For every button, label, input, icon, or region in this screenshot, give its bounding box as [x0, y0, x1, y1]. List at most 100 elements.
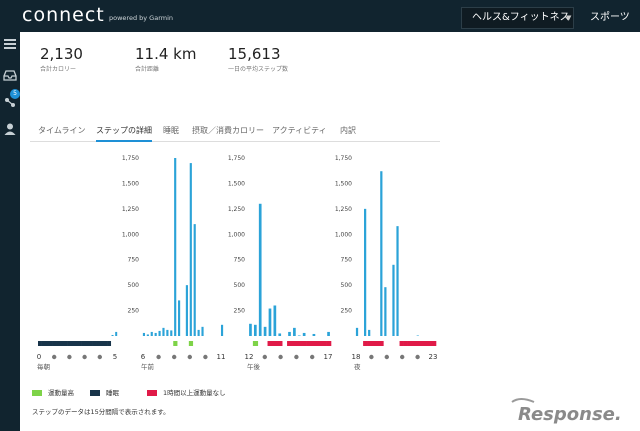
step-bar: [178, 300, 181, 336]
legend-label: 1時間以上運動量なし: [163, 389, 226, 397]
connect-logo[interactable]: connect: [22, 4, 105, 26]
legend-swatch-inactive: [147, 390, 157, 396]
status-segment-sleep: [48, 341, 53, 346]
x-tick-label: 5: [113, 353, 117, 361]
stat-label: 合計カロリー: [40, 66, 77, 73]
status-segment-inactive: [306, 341, 312, 346]
step-bar: [142, 332, 146, 336]
legend-swatch-sleep: [90, 390, 100, 396]
legend-item-active: 運動量高: [32, 387, 74, 397]
stat-label: 合計距離: [135, 66, 160, 73]
status-segment-sleep: [81, 341, 86, 346]
status-segment-inactive: [371, 341, 376, 346]
status-segment-inactive: [301, 341, 307, 346]
tab-activities[interactable]: アクティビティ: [272, 126, 327, 135]
status-segment-sleep: [67, 341, 72, 346]
status-segment-inactive: [375, 341, 380, 346]
y-tick-label: 1,750: [335, 155, 352, 162]
status-segment-inactive: [379, 341, 384, 346]
status-segment-inactive: [427, 341, 433, 346]
y-tick-label: 1,500: [335, 180, 352, 187]
status-segment-inactive: [431, 341, 437, 346]
step-bar: [302, 332, 306, 336]
stat-total-distance: 11.4 km 合計距離: [135, 45, 196, 73]
step-bar: [158, 330, 161, 336]
step-bar: [327, 331, 330, 336]
status-segment-inactive: [321, 341, 327, 346]
hour-dot: [172, 354, 177, 360]
status-segment-inactive: [403, 341, 408, 346]
stat-value: 2,130: [40, 45, 83, 63]
nav-sports-button[interactable]: スポーツ: [590, 12, 630, 23]
step-bar: [258, 203, 262, 336]
status-segment-inactive: [272, 341, 278, 346]
status-segment-inactive: [296, 341, 303, 346]
y-tick-label: 250: [234, 308, 246, 315]
user-icon[interactable]: [3, 122, 17, 136]
hour-dot: [97, 354, 103, 360]
x-tick-label: 17: [324, 353, 333, 361]
step-bar: [220, 324, 224, 336]
chevron-down-icon[interactable]: ▼: [566, 14, 572, 22]
top-navigation-bar: connect powered by Garmin ヘルス&フィットネス ▼ ス…: [0, 0, 640, 32]
tab-calories[interactable]: 摂取／消費カロリー: [192, 126, 264, 135]
nav-health-fitness-button[interactable]: ヘルス&フィットネス: [461, 7, 574, 29]
step-bar: [154, 332, 157, 336]
y-tick-label: 500: [234, 282, 246, 289]
logo-subtitle: powered by Garmin: [109, 14, 174, 22]
watermark-text: Response.: [518, 404, 622, 425]
y-tick-label: 250: [128, 308, 140, 315]
step-bar: [111, 334, 114, 336]
y-tick-label: 750: [234, 257, 246, 264]
period-label: 午後: [247, 362, 261, 371]
status-segment-inactive: [277, 341, 283, 346]
x-tick-label: 23: [429, 353, 438, 361]
step-bar: [368, 329, 371, 336]
legend-item-sleep: 睡眠: [90, 387, 119, 397]
step-bar: [396, 226, 399, 336]
tab-breakdown[interactable]: 内訳: [340, 126, 356, 135]
connections-icon[interactable]: [3, 95, 17, 109]
y-tick-label: 750: [128, 257, 140, 264]
y-tick-label: 1,000: [228, 231, 245, 238]
status-segment-sleep: [85, 341, 90, 346]
y-tick-label: 1,250: [335, 206, 352, 213]
step-bar: [380, 171, 383, 336]
hour-dot: [310, 354, 315, 360]
step-bar: [170, 330, 173, 336]
step-bar: [288, 331, 291, 336]
status-segment-sleep: [96, 341, 101, 346]
status-segment-inactive: [363, 341, 368, 346]
status-segment-inactive: [311, 341, 317, 346]
step-bar: [253, 324, 257, 336]
status-segment-sleep: [92, 341, 97, 346]
tab-step-details[interactable]: ステップの詳細: [96, 124, 152, 142]
status-segment-sleep: [45, 341, 50, 346]
step-details-chart: 0 5 毎朝 250 500 750 1,000 1,250 1,500 1,750 6 11 午前 25…: [30, 150, 450, 380]
step-bar: [249, 323, 252, 336]
x-tick-label: 0: [37, 353, 41, 361]
status-segment-sleep: [38, 341, 42, 346]
period-label: 毎朝: [37, 362, 50, 371]
tab-sleep[interactable]: 睡眠: [163, 126, 179, 135]
response-watermark: Response.: [511, 398, 622, 425]
step-bar: [268, 308, 272, 336]
tab-timeline[interactable]: タイムライン: [38, 126, 86, 135]
menu-icon[interactable]: [3, 37, 17, 51]
inbox-icon[interactable]: [3, 68, 17, 82]
status-segment-inactive: [419, 341, 425, 346]
y-tick-label: 1,000: [122, 231, 139, 238]
hour-dot: [203, 354, 208, 360]
step-bar: [384, 287, 387, 336]
hour-dot: [262, 354, 267, 360]
hour-dot: [187, 354, 192, 360]
sidebar: 5: [0, 32, 20, 431]
step-bar: [166, 329, 169, 336]
period-label: 午前: [141, 362, 155, 371]
hour-dot: [369, 354, 374, 360]
step-bar: [312, 333, 316, 336]
y-tick-label: 1,500: [228, 180, 245, 187]
stat-label: 一日の平均ステップ数: [228, 66, 289, 73]
status-segment-sleep: [59, 341, 64, 346]
step-bar: [355, 327, 359, 336]
